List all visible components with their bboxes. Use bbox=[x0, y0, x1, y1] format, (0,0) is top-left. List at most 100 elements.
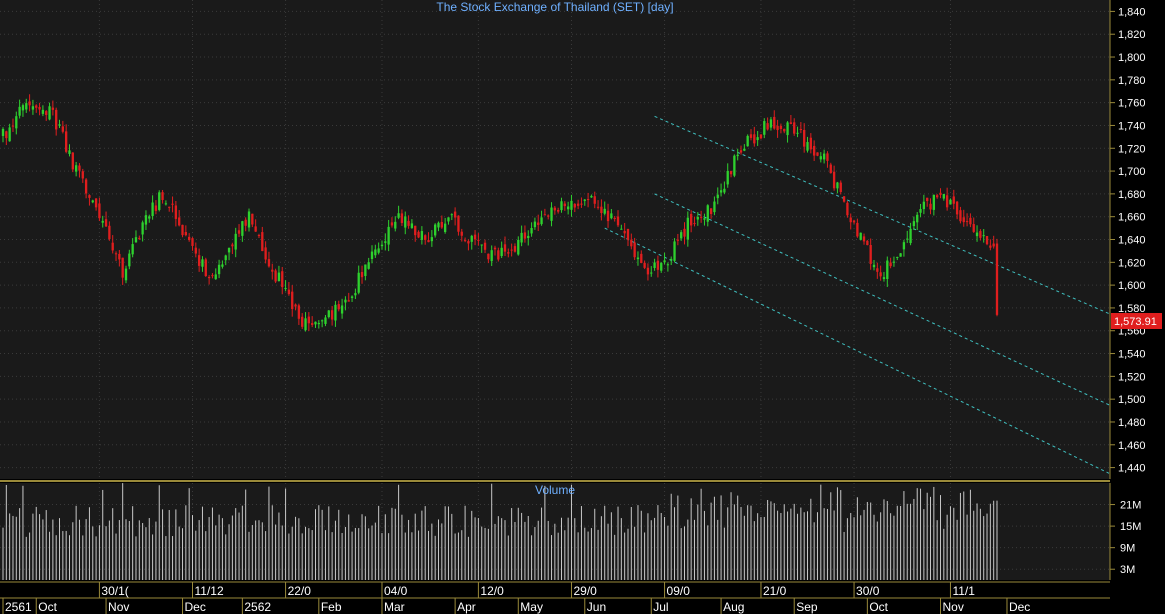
time-axis-month-label: Dec bbox=[185, 600, 206, 614]
time-axis-month-label: Mar bbox=[384, 600, 405, 614]
candle-body bbox=[374, 249, 377, 256]
volume-tick-label: 21M bbox=[1120, 500, 1141, 512]
candle-body bbox=[41, 109, 45, 114]
candle-body bbox=[882, 277, 886, 280]
candle-body bbox=[490, 250, 493, 262]
candle-body bbox=[204, 259, 207, 277]
candle-body bbox=[646, 267, 650, 275]
candle-body bbox=[327, 310, 330, 318]
candle-body bbox=[866, 240, 869, 246]
candle-body bbox=[191, 238, 194, 246]
candle-body bbox=[932, 194, 935, 210]
time-axis-date-label: 09/0 bbox=[667, 584, 691, 598]
price-panel[interactable]: The Stock Exchange of Thailand (SET) [da… bbox=[0, 0, 1110, 479]
volume-axis: 3M 9M 15M 21M bbox=[1109, 483, 1141, 580]
candle-body bbox=[510, 249, 513, 251]
candle-body bbox=[756, 137, 759, 141]
candle-body bbox=[38, 107, 41, 110]
volume-axis-ticks: 3M 9M 15M 21M bbox=[1110, 500, 1141, 576]
time-axis-month-label: Nov bbox=[942, 600, 963, 614]
candle-body bbox=[5, 131, 8, 139]
time-axis-month-label: May bbox=[520, 600, 543, 614]
candle-body bbox=[480, 244, 483, 246]
candle-body bbox=[35, 105, 38, 108]
time-axis-month-label: Dec bbox=[1009, 600, 1030, 614]
candle-body bbox=[603, 208, 606, 214]
candle-body bbox=[586, 199, 590, 201]
candle-body bbox=[513, 246, 517, 252]
candle-body bbox=[28, 101, 31, 106]
price-tick-label: 1,720 bbox=[1118, 143, 1146, 155]
time-axis[interactable]: 30/1(11/12 22/0 04/0 12/0 29/0 09/0 21/0 30/0 11… bbox=[0, 581, 1110, 614]
candle-body bbox=[31, 106, 35, 110]
candle-body bbox=[91, 200, 94, 203]
candle-body bbox=[939, 192, 942, 195]
candle-body bbox=[886, 260, 889, 280]
time-axis-month-label: Apr bbox=[457, 600, 476, 614]
candle-body bbox=[949, 199, 952, 205]
candle-body bbox=[989, 245, 992, 248]
volume-grid bbox=[0, 483, 1110, 580]
candle-body bbox=[663, 260, 666, 263]
time-axis-lower-row: 2561 Oct Nov Dec 2562 Feb Mar Apr May Jun Jul Aug Se… bbox=[2, 598, 1030, 614]
candle-body bbox=[267, 259, 271, 267]
last-price-marker: 1,573.91 bbox=[1111, 313, 1162, 329]
candle-body bbox=[427, 240, 430, 243]
candle-body bbox=[530, 227, 533, 234]
candle-body bbox=[158, 192, 161, 210]
candle-body bbox=[736, 154, 739, 157]
candle-body bbox=[387, 226, 390, 245]
candle-body bbox=[793, 122, 796, 134]
candle-body bbox=[414, 225, 417, 236]
candle-body bbox=[719, 190, 723, 193]
candle-body bbox=[849, 217, 852, 223]
candle-body bbox=[307, 316, 311, 324]
candle-body bbox=[217, 264, 221, 275]
candle-body bbox=[188, 236, 191, 241]
candle-body bbox=[779, 125, 783, 130]
price-axis-ticks: 1,4401,4601,4801,5001,5201,5401,5601,580… bbox=[1110, 6, 1146, 475]
candle-body bbox=[729, 171, 733, 175]
price-tick-label: 1,540 bbox=[1118, 349, 1146, 361]
candle-body bbox=[51, 107, 55, 110]
candle-body bbox=[390, 222, 394, 226]
candle-body bbox=[892, 261, 896, 263]
candle-body bbox=[610, 213, 613, 219]
candle-body bbox=[357, 272, 360, 293]
candle-body bbox=[124, 268, 128, 281]
candle-body bbox=[606, 210, 610, 222]
candle-body bbox=[330, 310, 334, 320]
candle-body bbox=[706, 205, 709, 222]
candle-body bbox=[460, 231, 463, 236]
volume-tick-label: 9M bbox=[1120, 543, 1135, 555]
candle-body bbox=[656, 260, 660, 270]
time-axis-date-label: 11/12 bbox=[194, 584, 223, 598]
candle-body bbox=[450, 214, 453, 216]
candle-body bbox=[979, 231, 982, 238]
candle-body bbox=[201, 259, 204, 267]
candle-body bbox=[281, 271, 284, 288]
candle-body bbox=[776, 125, 779, 131]
volume-panel[interactable]: Volume bbox=[0, 483, 1110, 580]
candle-body bbox=[271, 269, 274, 272]
candle-body bbox=[543, 214, 547, 216]
volume-bars bbox=[2, 483, 998, 580]
time-axis-date-label: 30/0 bbox=[856, 584, 880, 598]
candle-body bbox=[257, 235, 261, 237]
candle-body bbox=[616, 216, 620, 226]
price-tick-label: 1,740 bbox=[1118, 120, 1146, 132]
price-tick-label: 1,600 bbox=[1118, 280, 1146, 292]
candle-body bbox=[58, 124, 61, 126]
candle-body bbox=[144, 215, 148, 225]
candle-body bbox=[766, 123, 769, 130]
time-axis-date-label: 30/1( bbox=[101, 584, 128, 598]
candle-body bbox=[922, 201, 926, 210]
price-tick-label: 1,460 bbox=[1118, 440, 1146, 452]
candle-body bbox=[969, 217, 972, 225]
candle-body bbox=[324, 317, 327, 324]
candle-body bbox=[749, 134, 753, 138]
price-tick-label: 1,840 bbox=[1118, 6, 1146, 18]
candle-body bbox=[88, 195, 91, 198]
candle-body bbox=[45, 111, 48, 115]
price-candles bbox=[1, 94, 999, 332]
